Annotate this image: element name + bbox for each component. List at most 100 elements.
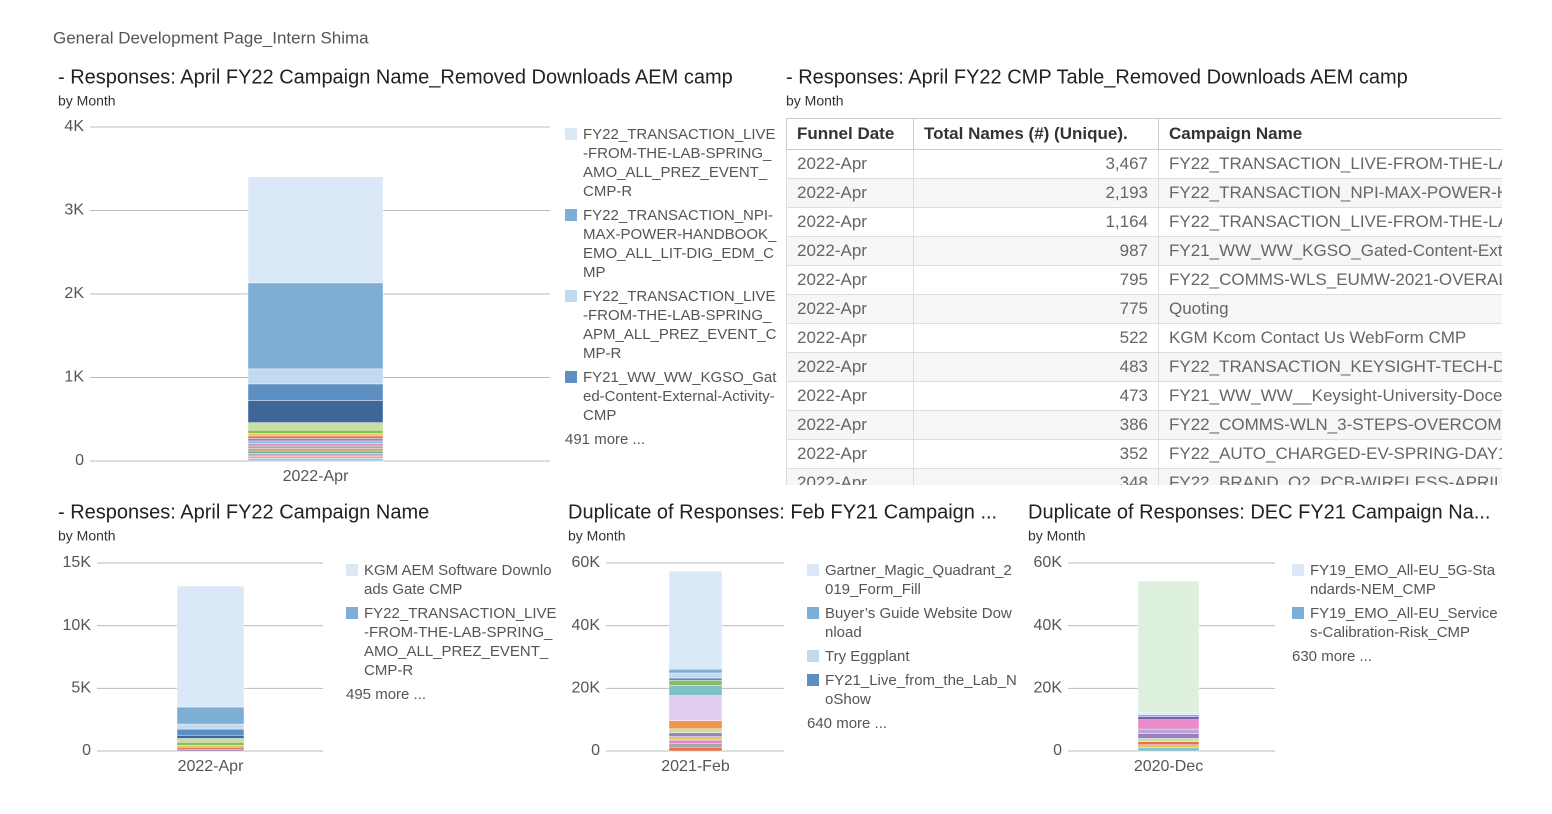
bar-segment <box>1137 747 1200 752</box>
bar-segment <box>176 728 245 736</box>
x-tick-label: 2020-Dec <box>1134 758 1203 775</box>
legend-label: FY22_TRANSACTION_LIVE-FROM-THE-LAB-SPRIN… <box>364 605 557 679</box>
table-cell: 2022-Apr <box>786 265 914 295</box>
bar-segment <box>1137 716 1200 720</box>
bar-segment <box>247 429 384 434</box>
chart-title: Duplicate of Responses: DEC FY21 Campaig… <box>1028 501 1490 523</box>
bar-segment <box>668 669 723 674</box>
y-tick-label: 60K <box>572 554 601 571</box>
legend-label: FY19_EMO_All-EU_Services-Calibration-Ris… <box>1310 605 1498 641</box>
bar-segment <box>668 747 723 752</box>
y-tick-label: 0 <box>591 742 600 759</box>
table-cell: KGM Kcom Contact Us WebForm CMP <box>1158 323 1502 353</box>
bar-segment <box>668 739 723 744</box>
table-row: 2022-Apr 987 FY21_WW_WW_KGSO_Gated-Content… <box>786 236 1502 266</box>
table-row: 2022-Apr 3,467 FY22_TRANSACTION_LIVE-FROM-… <box>786 149 1502 179</box>
table-cell: 2022-Apr <box>786 294 914 324</box>
bar-segment <box>247 176 384 284</box>
table-cell: 2022-Apr <box>786 410 914 440</box>
legend-swatch <box>807 674 819 686</box>
bar-segment <box>1137 714 1200 717</box>
table-row: 2022-Apr 386 FY22_COMMS-WLN_3-STEPS-OVERCO… <box>786 410 1502 440</box>
legend-more: 495 more ... <box>346 686 427 703</box>
table-cell: FY22_TRANSACTION_LIVE-FROM-THE-LAB- <box>1158 149 1502 179</box>
bar-segment <box>247 383 384 401</box>
table-row: 2022-Apr 473 FY21_WW_WW__Keysight-Universi… <box>786 381 1502 411</box>
table-row: 2022-Apr 1,164 FY22_TRANSACTION_LIVE-FROM-… <box>786 207 1502 237</box>
table-cell: FY21_WW_WW_KGSO_Gated-Content-Exte <box>1158 236 1502 266</box>
legend-label: FY22_TRANSACTION_LIVE-FROM-THE-LAB-SPRIN… <box>583 288 777 362</box>
y-tick-label: 15K <box>63 554 92 571</box>
table-cell: 352 <box>913 439 1159 469</box>
y-tick-label: 20K <box>1034 680 1063 697</box>
bar-segment <box>1137 719 1200 730</box>
legend-swatch <box>807 564 819 576</box>
table-row: 2022-Apr 483 FY22_TRANSACTION_KEYSIGHT-TEC… <box>786 352 1502 382</box>
table-cell: 3,467 <box>913 149 1159 179</box>
legend-item: FY19_EMO_All-EU_Services-Calibration-Ris… <box>1292 604 1502 642</box>
table-cell: 2022-Apr <box>786 323 914 353</box>
bar-segment <box>176 745 245 748</box>
bar-segment <box>247 438 384 442</box>
table-body: 2022-Apr 3,467 FY22_TRANSACTION_LIVE-FROM-… <box>786 149 1502 485</box>
chart-subtitle: by Month <box>58 93 116 109</box>
legend-item: FY19_EMO_All-EU_5G-Standards-NEM_CMP <box>1292 561 1502 599</box>
bar-segment <box>668 743 723 748</box>
table-cell: FY22_TRANSACTION_KEYSIGHT-TECH-DAY <box>1158 352 1502 382</box>
legend: KGM AEM Software Downloads Gate CMP FY22_… <box>346 561 558 704</box>
y-tick-label: 3K <box>64 202 84 219</box>
table-row: 2022-Apr 522 KGM Kcom Contact Us WebForm C… <box>786 323 1502 353</box>
table-cell: 775 <box>913 294 1159 324</box>
bar-segment <box>668 677 723 681</box>
chart-title: - Responses: April FY22 Campaign Name_Re… <box>58 66 733 88</box>
bar-segment <box>668 695 723 721</box>
table-cell: 2022-Apr <box>786 381 914 411</box>
table-cell: FY22_AUTO_CHARGED-EV-SPRING-DAY1-C <box>1158 439 1502 469</box>
legend-swatch <box>565 209 577 221</box>
legend-label: FY19_EMO_All-EU_5G-Standards-NEM_CMP <box>1310 562 1496 598</box>
chart-subtitle: by Month <box>58 528 116 544</box>
chart-title: - Responses: April FY22 Campaign Name <box>58 501 429 523</box>
bar-segment <box>668 736 723 741</box>
legend-label: FY21_WW_WW_KGSO_Gated-Content-External-A… <box>583 369 777 424</box>
bar-segment <box>247 450 384 454</box>
y-tick-label: 0 <box>1053 742 1062 759</box>
legend-more: 491 more ... <box>565 431 646 448</box>
bar-segment <box>247 400 384 423</box>
bar-segment <box>1137 728 1200 734</box>
bar-segment <box>668 732 723 737</box>
bar-segment <box>247 453 384 457</box>
bar-segment <box>1137 580 1200 713</box>
table-cell: 483 <box>913 352 1159 382</box>
y-tick-label: 10K <box>63 617 92 634</box>
legend-label: FY21_Live_from_the_Lab_NoShow <box>825 672 1017 708</box>
table-cell: 386 <box>913 410 1159 440</box>
bar-segment <box>1137 733 1200 739</box>
legend-swatch <box>1292 607 1304 619</box>
bar-segment <box>247 445 384 449</box>
legend-item: FY21_Live_from_the_Lab_NoShow <box>807 671 1019 709</box>
chart-subtitle: by Month <box>1028 528 1086 544</box>
bar-segment <box>247 282 384 370</box>
table-cell: FY22_COMMS-WLS_EUMW-2021-OVERALL <box>1158 265 1502 295</box>
legend-item: FY22_TRANSACTION_LIVE-FROM-THE-LAB-SPRIN… <box>565 287 777 363</box>
legend-item: KGM AEM Software Downloads Gate CMP <box>346 561 558 599</box>
legend-swatch <box>807 607 819 619</box>
table-subtitle: by Month <box>786 93 844 109</box>
legend-more: 630 more ... <box>1292 648 1373 665</box>
bar-segment <box>176 738 245 743</box>
bar-segment <box>247 435 384 439</box>
table-cell: 2022-Apr <box>786 178 914 208</box>
column-header: Funnel Date <box>786 118 914 150</box>
legend-label: FY22_TRANSACTION_LIVE-FROM-THE-LAB-SPRIN… <box>583 126 776 200</box>
bar-segment <box>247 422 384 431</box>
table-cell: 2022-Apr <box>786 149 914 179</box>
table-cell: 2022-Apr <box>786 468 914 485</box>
y-tick-label: 2K <box>64 285 84 302</box>
bar-segment <box>1137 741 1200 745</box>
legend-item: Try Eggplant <box>807 647 1019 666</box>
legend: Gartner_Magic_Quadrant_2019_Form_Fill Buy… <box>807 561 1019 733</box>
bar-segment <box>668 720 723 729</box>
table-cell: 795 <box>913 265 1159 295</box>
table-row: 2022-Apr 352 FY22_AUTO_CHARGED-EV-SPRING-D… <box>786 439 1502 469</box>
